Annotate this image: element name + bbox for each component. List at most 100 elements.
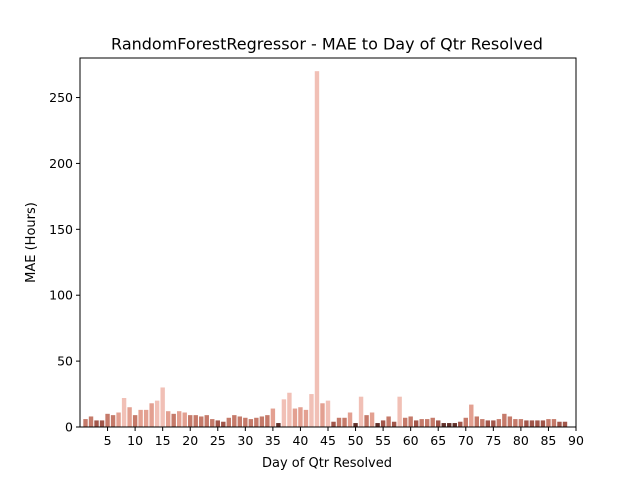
- bar: [524, 420, 529, 427]
- bar: [358, 396, 364, 427]
- x-tick-label: 20: [182, 433, 198, 448]
- bar: [188, 415, 193, 427]
- bar: [320, 403, 325, 427]
- x-tick-label: 35: [265, 433, 281, 448]
- bar: [204, 415, 209, 427]
- bar: [425, 419, 430, 427]
- chart-title: RandomForestRegressor - MAE to Day of Qt…: [111, 35, 543, 54]
- y-tick-label: 100: [49, 288, 73, 303]
- x-tick-label: 40: [292, 433, 308, 448]
- bar: [513, 419, 518, 427]
- x-tick-label: 75: [485, 433, 501, 448]
- bar: [199, 416, 204, 427]
- bar: [237, 416, 243, 427]
- bar: [518, 419, 524, 427]
- bar: [298, 407, 303, 427]
- bar: [436, 420, 441, 427]
- y-tick-label: 50: [57, 354, 73, 369]
- bar: [143, 409, 149, 427]
- bar: [364, 415, 369, 427]
- y-axis-ticks: 0 50 100 150 200 250: [49, 90, 80, 435]
- bar: [270, 408, 276, 427]
- bars-group: [83, 71, 568, 428]
- bar: [402, 417, 408, 427]
- bar: [116, 412, 121, 427]
- bar: [127, 407, 132, 427]
- bar: [243, 417, 248, 427]
- bar: [99, 420, 105, 427]
- bar: [540, 420, 546, 427]
- bar: [265, 415, 270, 427]
- y-tick-label: 250: [49, 90, 73, 105]
- plot-frame: [79, 57, 577, 428]
- x-tick-label: 85: [540, 433, 556, 448]
- bar: [413, 420, 419, 427]
- x-tick-label: 50: [348, 433, 364, 448]
- bar: [507, 416, 513, 427]
- bar: [132, 415, 138, 427]
- bar: [110, 415, 116, 427]
- bar: [309, 394, 314, 427]
- bar: [165, 411, 171, 427]
- bar: [221, 421, 226, 427]
- bar: [452, 423, 457, 427]
- x-tick-label: 55: [375, 433, 391, 448]
- bar: [562, 421, 568, 427]
- x-tick-label: 25: [210, 433, 226, 448]
- bar: [138, 409, 143, 427]
- bar: [369, 412, 375, 427]
- x-tick-label: 60: [403, 433, 419, 448]
- bar: [502, 413, 507, 427]
- bar: [419, 419, 424, 427]
- bar: [535, 420, 540, 427]
- bar: [325, 400, 331, 427]
- bar: [314, 71, 320, 428]
- bar: [121, 398, 127, 427]
- bar: [342, 417, 347, 427]
- bar: [447, 423, 452, 427]
- x-tick-label: 70: [458, 433, 474, 448]
- bar: [397, 396, 402, 427]
- bar: [281, 399, 287, 427]
- bar: [232, 415, 237, 427]
- y-tick-label: 150: [49, 222, 73, 237]
- bar: [303, 409, 309, 427]
- bar: [408, 416, 413, 427]
- bar: [529, 420, 535, 427]
- bar: [254, 417, 259, 427]
- bar: [248, 419, 254, 427]
- y-tick-label: 0: [65, 420, 73, 435]
- bar: [441, 423, 446, 427]
- bar: [177, 411, 182, 427]
- bar: [386, 416, 391, 427]
- x-tick-label: 30: [237, 433, 253, 448]
- bar: [160, 387, 165, 427]
- x-tick-label: 5: [104, 433, 112, 448]
- bar: [331, 421, 336, 427]
- bar: [193, 415, 198, 427]
- bar: [347, 412, 353, 427]
- bar: [182, 412, 187, 427]
- bar: [210, 419, 215, 427]
- bar: [380, 420, 386, 427]
- bar: [287, 392, 292, 427]
- bar: [496, 419, 502, 427]
- x-axis-label: Day of Qtr Resolved: [262, 456, 392, 471]
- bar: [557, 421, 562, 427]
- bar: [83, 419, 88, 427]
- bar: [375, 423, 380, 427]
- bar: [485, 420, 491, 427]
- bar: [491, 420, 496, 427]
- bar: [469, 404, 474, 427]
- x-tick-label: 80: [513, 433, 529, 448]
- x-tick-label: 15: [155, 433, 171, 448]
- x-axis-ticks: 5 10 15 20 25 30 35 40 45 50 55 60 65 70 75 80 85 90: [104, 427, 584, 448]
- bar: [215, 420, 220, 427]
- bar: [292, 408, 298, 427]
- bar: [154, 400, 160, 427]
- bar: [546, 419, 551, 427]
- bar: [105, 413, 110, 427]
- bar: [94, 420, 99, 427]
